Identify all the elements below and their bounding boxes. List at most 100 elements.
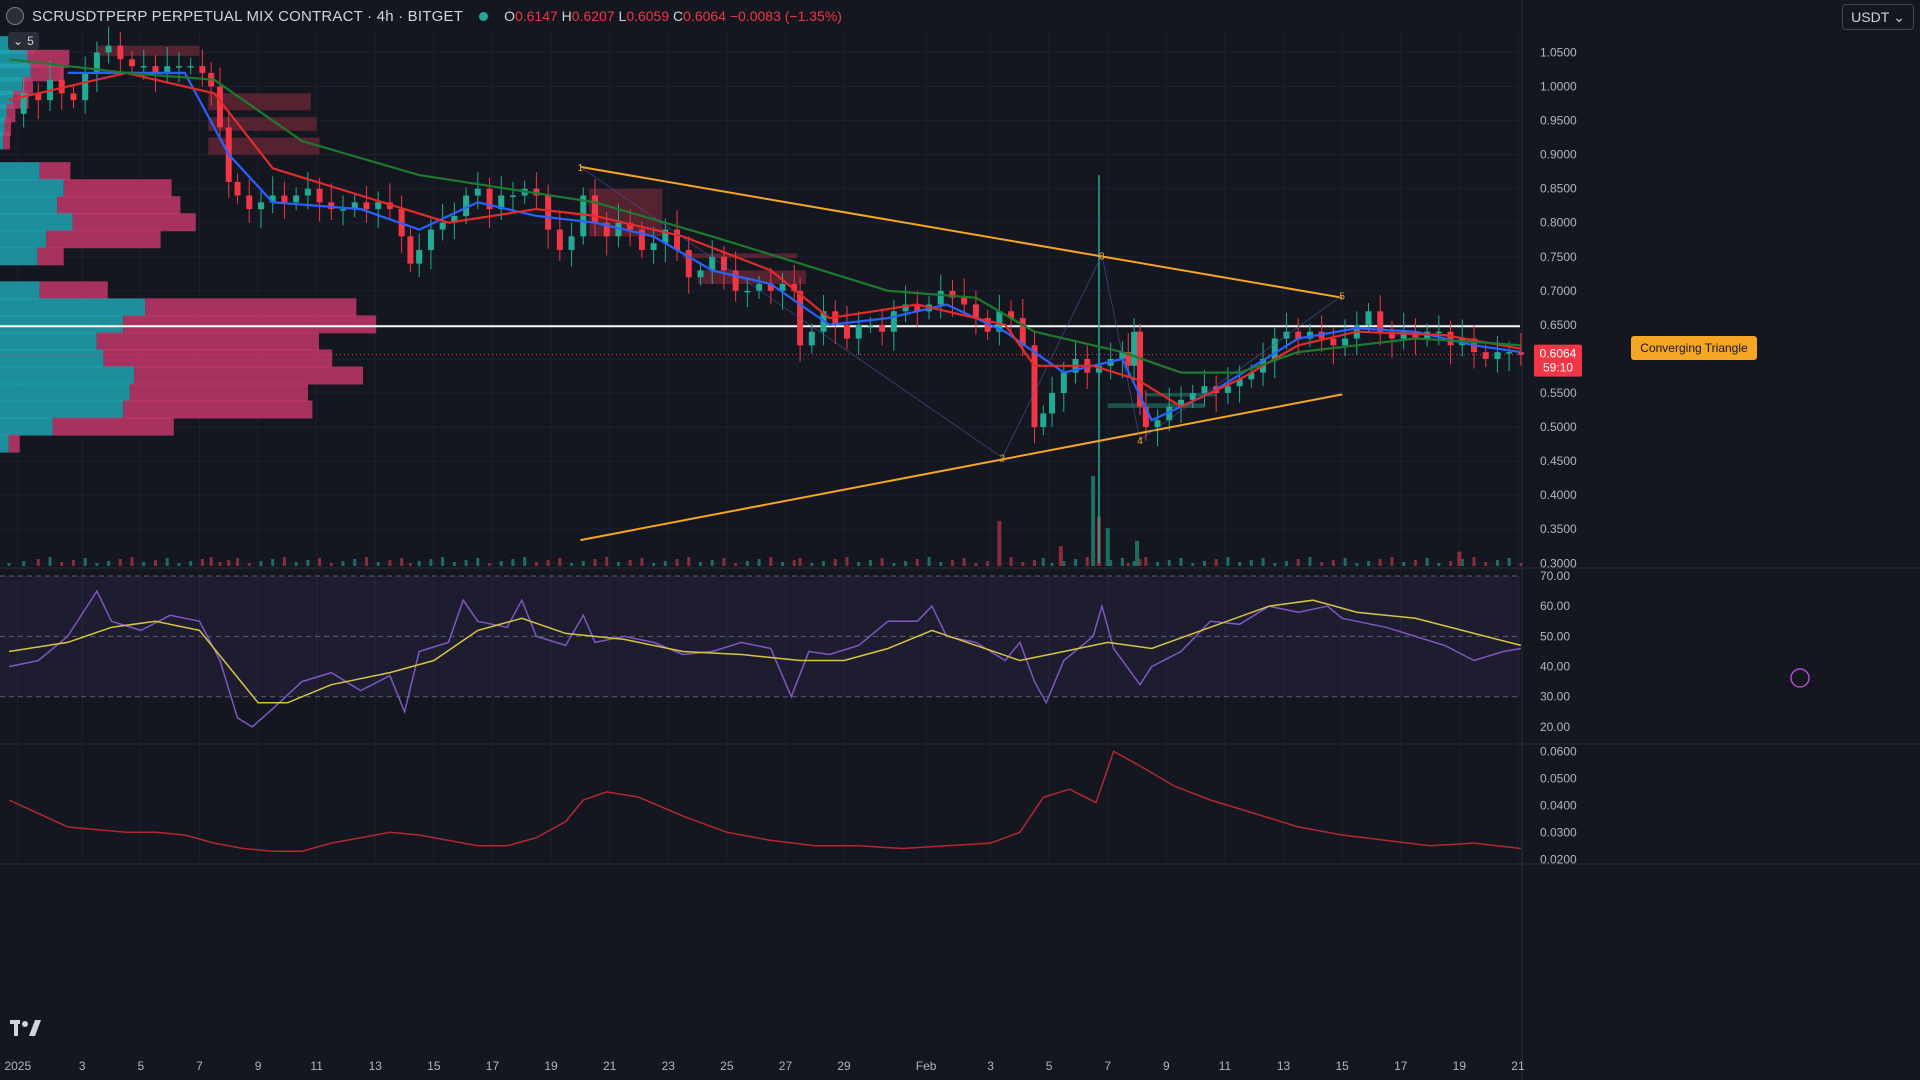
volume-bar (1507, 558, 1511, 566)
time-tick-label: 17 (1394, 1059, 1408, 1073)
candle-body (732, 270, 739, 291)
volume-bar (1167, 560, 1171, 566)
volume-bar (1355, 563, 1359, 566)
candle-body (843, 324, 850, 339)
volume-profile-down-bar (57, 196, 181, 215)
volume-bar (745, 561, 749, 566)
volume-bar (833, 559, 837, 566)
volume-profile-up-bar (0, 63, 31, 82)
candle-body (756, 284, 763, 291)
volume-bar (1402, 562, 1406, 566)
volume-bar (7, 563, 11, 566)
volume-profile-up-bar (0, 434, 9, 453)
symbol-title[interactable]: SCRUSDTPERP PERPETUAL MIX CONTRACT · 4h … (32, 7, 464, 25)
volume-profile-down-bar (103, 349, 333, 368)
candle-body (1365, 311, 1372, 325)
volume-bar (48, 557, 52, 566)
volume-bar (83, 558, 87, 566)
candle-body (1482, 352, 1489, 359)
volume-bar (388, 560, 392, 566)
rsi-tick-label: 30.00 (1540, 690, 1570, 704)
time-tick-label: 5 (138, 1059, 145, 1073)
volume-bar (154, 560, 157, 566)
candle-body (1166, 406, 1173, 421)
volume-bar (236, 558, 240, 566)
candle-body (427, 229, 434, 250)
price-tick-label: 0.8500 (1540, 182, 1577, 196)
supply-zone (208, 117, 317, 131)
volume-profile-down-bar (6, 104, 16, 123)
price-tick-label: 0.9500 (1540, 114, 1577, 128)
candle-body (129, 59, 136, 67)
volume-bar (1156, 562, 1160, 566)
candle-body (709, 256, 716, 271)
volume-bar (1214, 559, 1218, 566)
candle-body (592, 195, 598, 223)
candle-body (257, 202, 264, 210)
ema-line (67, 71, 1522, 422)
volume-bar (464, 560, 468, 566)
volume-bar (511, 559, 515, 566)
volume-profile-down-bar (4, 117, 11, 136)
volume-profile-down-bar (72, 213, 196, 232)
candle-body (1049, 393, 1056, 414)
volume-profile-up-bar (0, 366, 135, 385)
candle-body (117, 45, 124, 60)
volume-bar (986, 561, 990, 566)
rsi-tick-label: 60.00 (1540, 599, 1570, 613)
volume-bar (1033, 560, 1036, 566)
volume-bar (1191, 563, 1195, 566)
change-value: −0.0083 (−1.35%) (729, 8, 842, 24)
volume-bar (408, 563, 412, 566)
candle-body (902, 304, 909, 312)
time-tick-label: 7 (1104, 1059, 1111, 1073)
candle-body (996, 311, 1003, 332)
candle-body (1517, 352, 1524, 355)
currency-selector[interactable]: USDT ⌄ (1842, 4, 1914, 30)
time-tick-label: 9 (1163, 1059, 1170, 1073)
volume-bar (60, 562, 64, 566)
volume-bar (1457, 551, 1462, 566)
candle-body (93, 52, 100, 73)
candle-body (439, 222, 446, 230)
volume-bar (376, 562, 380, 566)
time-tick-label: 3 (987, 1059, 994, 1073)
candle-body (779, 284, 786, 291)
indicator-tick-label: 0.0600 (1540, 744, 1577, 758)
candle-body (867, 324, 874, 327)
volume-bar (282, 557, 286, 566)
candle-body (293, 195, 300, 203)
volume-profile-up-bar (0, 179, 64, 198)
volume-bar (1238, 562, 1242, 566)
candle-body (1400, 331, 1407, 339)
low-label: L (618, 8, 627, 24)
candle-body (1447, 331, 1454, 346)
volume-bar (534, 562, 538, 566)
candle-body (914, 304, 921, 312)
volume-bar (1041, 558, 1045, 566)
candle-body (407, 236, 414, 264)
candle-body (1008, 311, 1015, 319)
candle-body (35, 93, 42, 101)
volume-bar (880, 558, 884, 566)
volume-bar (1413, 560, 1417, 566)
volume-bar (1320, 562, 1324, 566)
volume-bar (558, 558, 562, 566)
symbol-icon[interactable] (6, 7, 24, 25)
volume-profile-up-bar (0, 298, 146, 317)
volume-bar (165, 558, 169, 566)
candle-body (1201, 386, 1208, 394)
volume-profile-down-bar (30, 63, 64, 82)
volume-bar (845, 557, 849, 566)
candle-body (164, 66, 171, 73)
volume-bar (36, 559, 40, 566)
volume-bar (294, 562, 298, 566)
candle-body (556, 229, 563, 250)
candle-body (1224, 386, 1231, 394)
candle-body (744, 290, 751, 293)
ohlc-readout: O0.6147 H0.6207 L0.6059 C0.6064 −0.0083 … (504, 8, 842, 24)
indicator-tick-label: 0.0200 (1540, 852, 1577, 866)
tradingview-logo-icon[interactable] (10, 1018, 44, 1038)
indicator-collapse-button[interactable]: ⌄ 5 (8, 32, 39, 50)
